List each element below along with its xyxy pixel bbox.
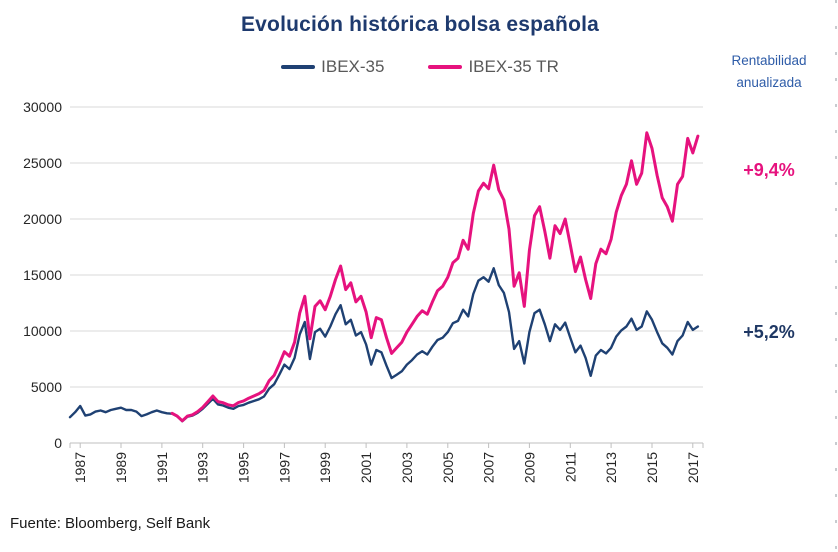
annualized-return-tr-value: +9,4% — [743, 160, 795, 180]
x-axis-label: 1989 — [113, 452, 129, 483]
y-axis-label: 5000 — [31, 379, 62, 395]
annualized-return-heading: Rentabilidad anualizada — [731, 53, 807, 90]
legend-label: IBEX-35 TR — [468, 57, 559, 76]
x-axis-label: 1997 — [276, 452, 292, 483]
x-axis-label: 1993 — [195, 452, 211, 483]
y-axis-label: 30000 — [23, 99, 62, 115]
x-axis-label: 2013 — [603, 452, 619, 483]
slide-edge-dotted-guide — [835, 0, 837, 552]
y-axis-label: 0 — [54, 435, 62, 451]
x-axis-label: 1991 — [154, 452, 170, 483]
legend-item-ibex35: IBEX-35 — [281, 57, 384, 77]
legend-line-swatch-pink — [428, 65, 463, 69]
legend-item-ibex35-tr: IBEX-35 TR — [428, 57, 559, 77]
x-axis-label: 1995 — [236, 452, 252, 483]
chart-legend: IBEX-35 IBEX-35 TR — [100, 57, 740, 77]
x-axis-label: 2003 — [399, 452, 415, 483]
x-axis-label: 1999 — [317, 452, 333, 483]
x-axis-label: 2009 — [521, 452, 537, 483]
y-axis-label: 25000 — [23, 155, 62, 171]
x-axis-label: 2011 — [562, 452, 578, 482]
x-axis-label: 1987 — [72, 452, 88, 483]
x-axis-label: 2005 — [440, 452, 456, 483]
annualized-return-ibex-value: +5,2% — [743, 322, 795, 342]
y-axis-label: 15000 — [23, 267, 62, 283]
legend-label: IBEX-35 — [321, 57, 385, 76]
legend-line-swatch-blue — [281, 65, 316, 69]
x-axis-label: 2007 — [481, 452, 497, 483]
series-line-ibex-35 — [68, 267, 700, 423]
chart-title: Evolución histórica bolsa española — [240, 13, 600, 36]
source-caption: Fuente: Bloomberg, Self Bank — [10, 515, 211, 532]
x-axis-label: 2017 — [685, 452, 701, 483]
x-axis-label: 2015 — [644, 452, 660, 483]
x-axis-label: 2001 — [358, 452, 374, 483]
y-axis-label: 10000 — [23, 323, 62, 339]
y-axis-label: 20000 — [23, 211, 62, 227]
series-line-ibex-35-tr — [170, 131, 700, 423]
